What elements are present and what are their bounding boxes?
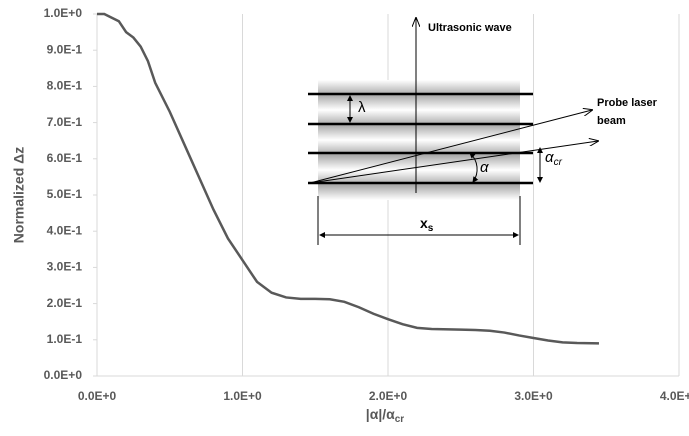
data-line [97,12,599,345]
y-tick-label: 6.0E-1 [47,151,83,165]
alpha-cr-sub: cr [554,157,563,168]
x-tick-label: 1.0E+0 [223,389,262,403]
y-tick-label: 8.0E-1 [47,79,83,93]
y-tick-label: 9.0E-1 [47,42,83,56]
x-tick-label: 2.0E+0 [369,389,408,403]
y-tick-label: 7.0E-1 [47,115,83,129]
y-tick-label: 5.0E-1 [47,187,83,201]
wave-label: Ultrasonic wave [428,22,512,34]
y-tick-label: 3.0E-1 [47,260,83,274]
y-tick-label: 1.0E+0 [44,6,83,20]
xs-sub: s [428,223,434,234]
lambda-label: λ [358,99,366,116]
y-tick-label: 4.0E-1 [47,223,83,237]
x-tick-label: 0.0E+0 [78,389,117,403]
y-tick-label: 0.0E+0 [44,368,83,382]
beam-label: Probe laser [597,97,658,109]
xs-base: x [420,215,428,231]
alpha-arc [469,152,479,183]
plot: 0.0E+0 1.0E+0 2.0E+0 3.0E+0 4.0E+0 0.0E+0 1.0E… [44,6,689,403]
x-tick-label: 3.0E+0 [514,389,553,403]
y-axis-label: Normalized Δz [11,147,27,243]
x-axis-label: |α|/αcr [366,406,404,425]
critical-beam [309,141,598,184]
x-tick-label: 4.0E+0 [660,389,689,403]
probe-beam [309,110,592,184]
x-label-base: |α|/α [366,406,395,422]
band [318,170,520,200]
y-tick-label: 2.0E-1 [47,296,83,310]
alpha-label: α [480,159,489,176]
inset-diagram: Ultrasonic wave Probe laser beam λ α αcr… [308,18,658,245]
xs-label: xs [420,215,434,234]
y-tick-label: 1.0E-1 [47,332,83,346]
beam-label: beam [597,115,626,127]
alpha-cr-label: αcr [545,149,563,168]
x-label-sub: cr [395,414,405,425]
alpha-cr-base: α [545,149,554,166]
